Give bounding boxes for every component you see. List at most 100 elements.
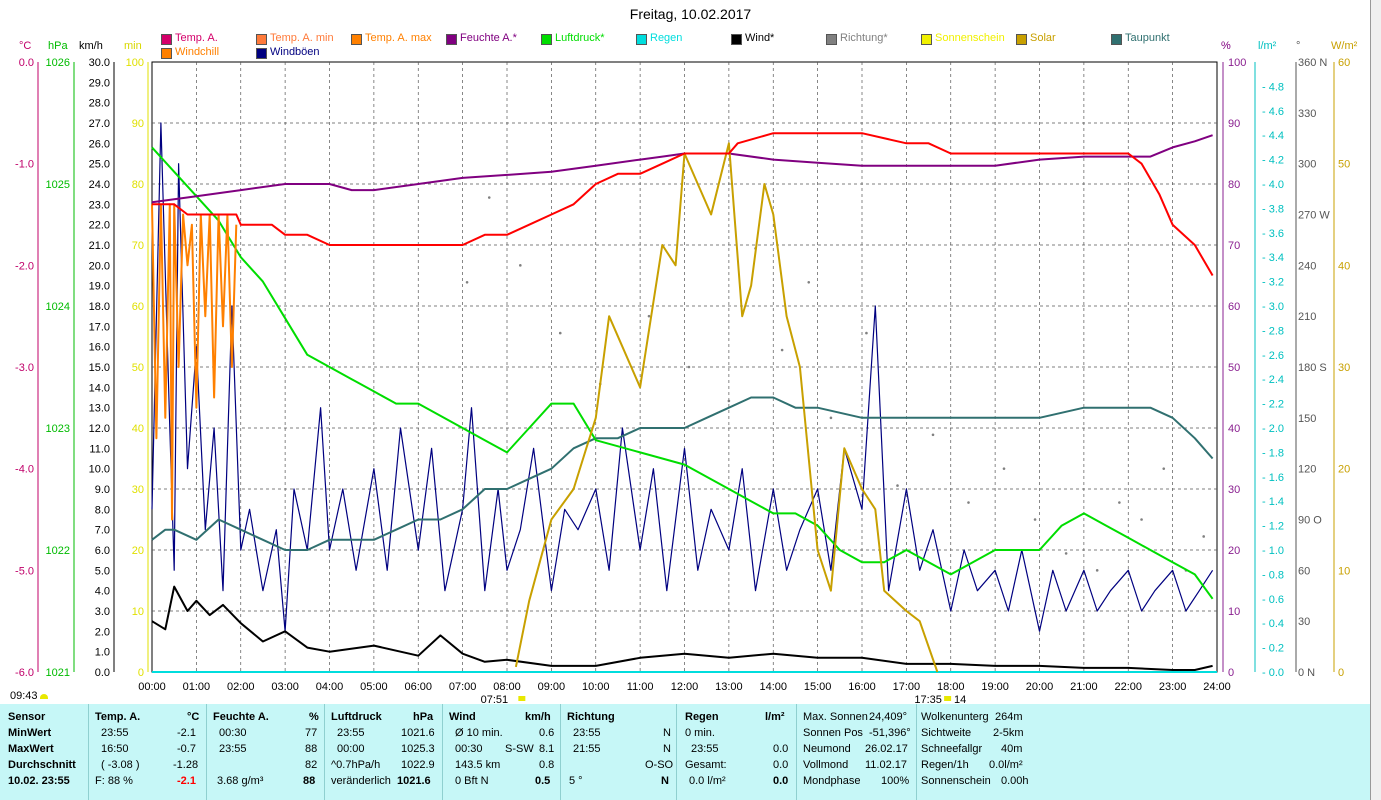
legend-swatch xyxy=(1016,34,1027,45)
legend-item: Temp. A. max xyxy=(365,32,432,44)
stats-sunshine-label: Sonnenschein xyxy=(921,775,991,787)
stats-temp-avg-val: -1.28 xyxy=(173,759,199,771)
direction-point xyxy=(687,365,691,369)
stats-col-rain: Regen l/m² 0 min. 23:55 0.0 Gesamt: 0.0 … xyxy=(676,704,797,800)
rain-axis-tick: - 0.0 xyxy=(1262,667,1284,679)
solar-axis-tick: 50 xyxy=(1338,159,1350,171)
rain-axis-tick: - 1.0 xyxy=(1262,545,1284,557)
legend-item: Sonnenschein xyxy=(935,32,1005,44)
stats-rain-r1-label: 0 min. xyxy=(685,727,715,739)
wind-axis-tick: 10.0 xyxy=(89,464,110,476)
series-luftdruck xyxy=(151,146,1214,600)
rain-axis-tick: - 0.4 xyxy=(1262,618,1284,630)
legend-swatch xyxy=(826,34,837,45)
pressure-axis-tick: 1021 xyxy=(46,667,70,679)
direction-axis-tick: 270 W xyxy=(1298,210,1330,222)
sun-axis-tick: 70 xyxy=(132,240,144,252)
pressure-axis-tick: 1026 xyxy=(46,57,70,69)
unit-pressure: hPa xyxy=(48,40,68,52)
legend-item: Windchill xyxy=(175,46,220,58)
stats-moonphase-label: Mondphase xyxy=(803,775,861,787)
wind-axis-tick: 25.0 xyxy=(89,159,110,171)
legend-swatch xyxy=(731,34,742,45)
legend-swatch xyxy=(1111,34,1122,45)
stats-col-sensor: Sensor MinWert MaxWert Durchschnitt 10.0… xyxy=(0,704,88,800)
stats-rain-r4-val: 0.0 xyxy=(773,775,789,787)
stats-dir-header: Richtung xyxy=(567,711,615,723)
rain-axis-tick: - 2.8 xyxy=(1262,325,1284,337)
legend-item: Richtung* xyxy=(840,32,888,44)
stats-wind-r1-val: 0.6 xyxy=(539,727,555,739)
x-tick-label: 05:00 xyxy=(360,681,388,693)
legend-item: Wind* xyxy=(745,32,775,44)
humidity-axis-tick: 70 xyxy=(1228,240,1240,252)
direction-point xyxy=(1095,569,1099,572)
unit-wind: km/h xyxy=(79,40,103,52)
temp-axis-tick: -2.0 xyxy=(15,260,34,272)
stats-rainh-label: Regen/1h xyxy=(921,759,969,771)
solar-axis-tick: 30 xyxy=(1338,362,1350,374)
stats-maxsun-val: 24,409° xyxy=(869,711,908,723)
series-temp-a xyxy=(152,132,1214,277)
stats-press-avg-val: 1022.9 xyxy=(401,759,435,771)
humidity-axis-tick: 100 xyxy=(1228,57,1246,69)
direction-point xyxy=(896,484,899,487)
stats-sunpos-label: Sonnen Pos xyxy=(803,727,863,739)
stats-wind-r4-val: 0.5 xyxy=(535,775,551,787)
stats-wind-unit: km/h xyxy=(525,711,551,723)
stats-vis-val: 2-5km xyxy=(993,727,1024,739)
stats-dir-r2-val: N xyxy=(663,743,671,755)
start-time-label: 09:43 xyxy=(10,690,38,702)
x-tick-label: 04:00 xyxy=(316,681,344,693)
stats-vis-label: Sichtweite xyxy=(921,727,972,739)
sun-axis-tick: 80 xyxy=(132,179,144,191)
direction-point xyxy=(780,348,784,352)
legend-swatch xyxy=(636,34,647,45)
stats-hum-unit: % xyxy=(309,711,319,723)
direction-axis-tick: 330 xyxy=(1298,108,1316,120)
rain-axis-tick: - 2.0 xyxy=(1262,423,1284,435)
x-tick-label: 20:00 xyxy=(1026,681,1054,693)
stats-hum-min-val: 77 xyxy=(305,727,318,739)
stats-press-state: veränderlich xyxy=(331,775,391,787)
legend-item: Temp. A. xyxy=(175,32,218,44)
stats-press-max-time: 00:00 xyxy=(337,743,365,755)
stats-snow-label: Schneefallgr xyxy=(921,743,983,755)
unit-rain: l/m² xyxy=(1258,40,1277,52)
x-tick-label: 13:00 xyxy=(715,681,743,693)
legend-swatch xyxy=(161,34,172,45)
legend-swatch xyxy=(921,34,932,45)
x-tick-label: 01:00 xyxy=(183,681,211,693)
legend-swatch xyxy=(446,34,457,45)
direction-point xyxy=(1118,501,1121,504)
stats-col-humidity: Feuchte A. % 00:30 77 23:55 88 82 3.68 g… xyxy=(206,704,325,800)
stats-temp-min-val: -2.1 xyxy=(177,727,196,739)
direction-point xyxy=(1033,518,1037,521)
direction-point xyxy=(519,264,522,267)
x-tick-label: 21:00 xyxy=(1070,681,1098,693)
direction-axis-tick: 210 xyxy=(1298,311,1316,323)
direction-axis-tick: 180 S xyxy=(1298,362,1327,374)
stats-newmoon-label: Neumond xyxy=(803,743,851,755)
sun-axis-tick: 100 xyxy=(126,57,144,69)
sun-axis-tick: 0 xyxy=(138,667,144,679)
wind-axis-tick: 28.0 xyxy=(89,98,110,110)
rain-axis-tick: - 1.4 xyxy=(1262,496,1284,508)
direction-point xyxy=(1064,552,1068,555)
x-tick-label: 22:00 xyxy=(1114,681,1142,693)
wind-axis-tick: 6.0 xyxy=(95,545,110,557)
direction-point xyxy=(829,416,833,420)
window-edge xyxy=(1370,0,1381,800)
direction-axis-tick: 240 xyxy=(1298,260,1316,272)
stats-min-label: MinWert xyxy=(8,727,52,739)
weather-chart: 00:00 01:00 02:00 03:00 04:00 05:00 06:00 07:00… xyxy=(15,57,1350,704)
temp-axis-tick: 0.0 xyxy=(19,57,34,69)
wind-axis-tick: 20.0 xyxy=(89,260,110,272)
sunrise-marker-icon xyxy=(40,694,48,699)
stats-col-weather: Wolkenunterg 264m Sichtweite 2-5km Schne… xyxy=(916,704,1041,800)
stats-panel: Sensor MinWert MaxWert Durchschnitt 10.0… xyxy=(0,704,1370,800)
direction-axis-tick: 360 N xyxy=(1298,57,1327,69)
direction-point xyxy=(931,433,935,437)
rain-axis-tick: - 4.8 xyxy=(1262,81,1284,93)
sun-axis-tick: 40 xyxy=(132,423,144,435)
